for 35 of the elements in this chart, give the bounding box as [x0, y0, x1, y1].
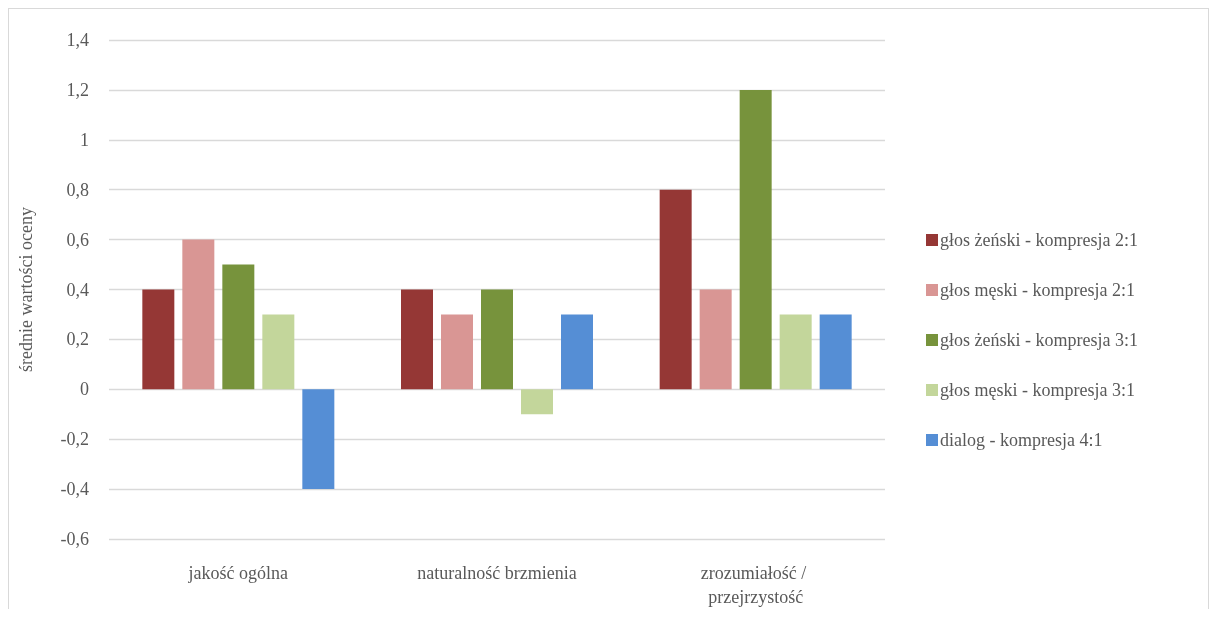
bar: [699, 289, 732, 390]
bar: [222, 264, 255, 390]
y-tick-label: 1,4: [66, 30, 89, 50]
bar: [142, 289, 175, 390]
bar: [182, 239, 215, 390]
bar: [659, 189, 692, 390]
x-tick-label: jakość ogólna: [187, 563, 289, 583]
bar: [561, 314, 593, 390]
y-tick-label: 0,2: [66, 329, 89, 350]
bar: [779, 314, 812, 390]
y-tick-label: -0,4: [60, 479, 89, 500]
y-tick-label: -0,6: [60, 529, 89, 549]
legend-label: głos męski - kompresja 3:1: [940, 380, 1135, 400]
bar: [441, 314, 473, 390]
y-tick-label: 0,6: [66, 229, 89, 250]
legend-label: głos męski - kompresja 2:1: [940, 280, 1135, 300]
bar: [262, 314, 295, 390]
bar: [819, 314, 852, 390]
y-tick-label: 0,8: [66, 179, 89, 200]
x-tick-label: naturalność brzmienia: [417, 563, 577, 583]
y-tick-label: 0: [80, 379, 89, 400]
bar: [401, 289, 433, 390]
y-tick-label: -0,2: [60, 429, 89, 450]
y-tick-label: 0,4: [66, 279, 89, 300]
bar: [739, 89, 772, 390]
bar: [521, 389, 553, 415]
y-axis-title: średnie wartości oceny: [16, 207, 36, 372]
legend-label: dialog - kompresja 4:1: [940, 430, 1103, 450]
x-tick-label: zrozumiałość / przejrzystość: [700, 563, 811, 607]
legend-label: głos żeński - kompresja 2:1: [940, 230, 1138, 250]
y-tick-label: 1: [80, 129, 89, 150]
bar: [481, 289, 513, 390]
y-tick-label: 1,2: [66, 79, 89, 100]
legend-label: głos żeński - kompresja 3:1: [940, 330, 1138, 350]
bar: [302, 389, 335, 490]
